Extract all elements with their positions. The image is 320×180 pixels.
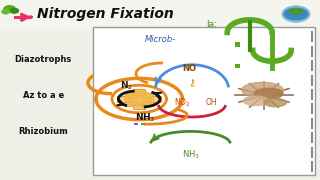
FancyBboxPatch shape — [149, 96, 161, 102]
FancyBboxPatch shape — [125, 101, 137, 106]
Text: Diazotrophs: Diazotrophs — [15, 55, 72, 64]
FancyBboxPatch shape — [125, 93, 137, 98]
Text: NO: NO — [182, 64, 196, 73]
Circle shape — [2, 10, 10, 14]
FancyBboxPatch shape — [0, 0, 320, 29]
Wedge shape — [288, 9, 304, 14]
Polygon shape — [254, 88, 283, 99]
FancyBboxPatch shape — [235, 64, 240, 68]
Circle shape — [283, 6, 309, 22]
FancyBboxPatch shape — [133, 89, 145, 94]
Text: Microb-: Microb- — [144, 35, 176, 44]
FancyBboxPatch shape — [235, 42, 240, 47]
Polygon shape — [264, 98, 286, 107]
Text: N$_2$: N$_2$ — [120, 79, 133, 92]
Text: Rhizobium: Rhizobium — [18, 127, 68, 136]
Text: la:: la: — [206, 20, 217, 29]
Polygon shape — [243, 96, 269, 105]
FancyBboxPatch shape — [141, 101, 153, 106]
FancyBboxPatch shape — [14, 16, 29, 19]
Circle shape — [4, 6, 15, 12]
Polygon shape — [242, 82, 283, 98]
Circle shape — [125, 91, 154, 107]
Text: NH$_3$: NH$_3$ — [135, 112, 156, 124]
FancyBboxPatch shape — [93, 27, 315, 175]
FancyBboxPatch shape — [134, 123, 138, 125]
Text: NH$_3$: NH$_3$ — [181, 148, 199, 161]
FancyBboxPatch shape — [141, 123, 145, 125]
Text: NO$_2$: NO$_2$ — [174, 96, 191, 109]
FancyBboxPatch shape — [117, 96, 129, 102]
Text: OH: OH — [205, 98, 217, 107]
FancyBboxPatch shape — [133, 103, 145, 109]
Text: Nitrogen Fixation: Nitrogen Fixation — [37, 7, 173, 21]
FancyBboxPatch shape — [141, 93, 153, 98]
Text: Az to a e: Az to a e — [23, 91, 64, 100]
Text: ⚷: ⚷ — [188, 78, 196, 88]
Circle shape — [10, 8, 19, 13]
